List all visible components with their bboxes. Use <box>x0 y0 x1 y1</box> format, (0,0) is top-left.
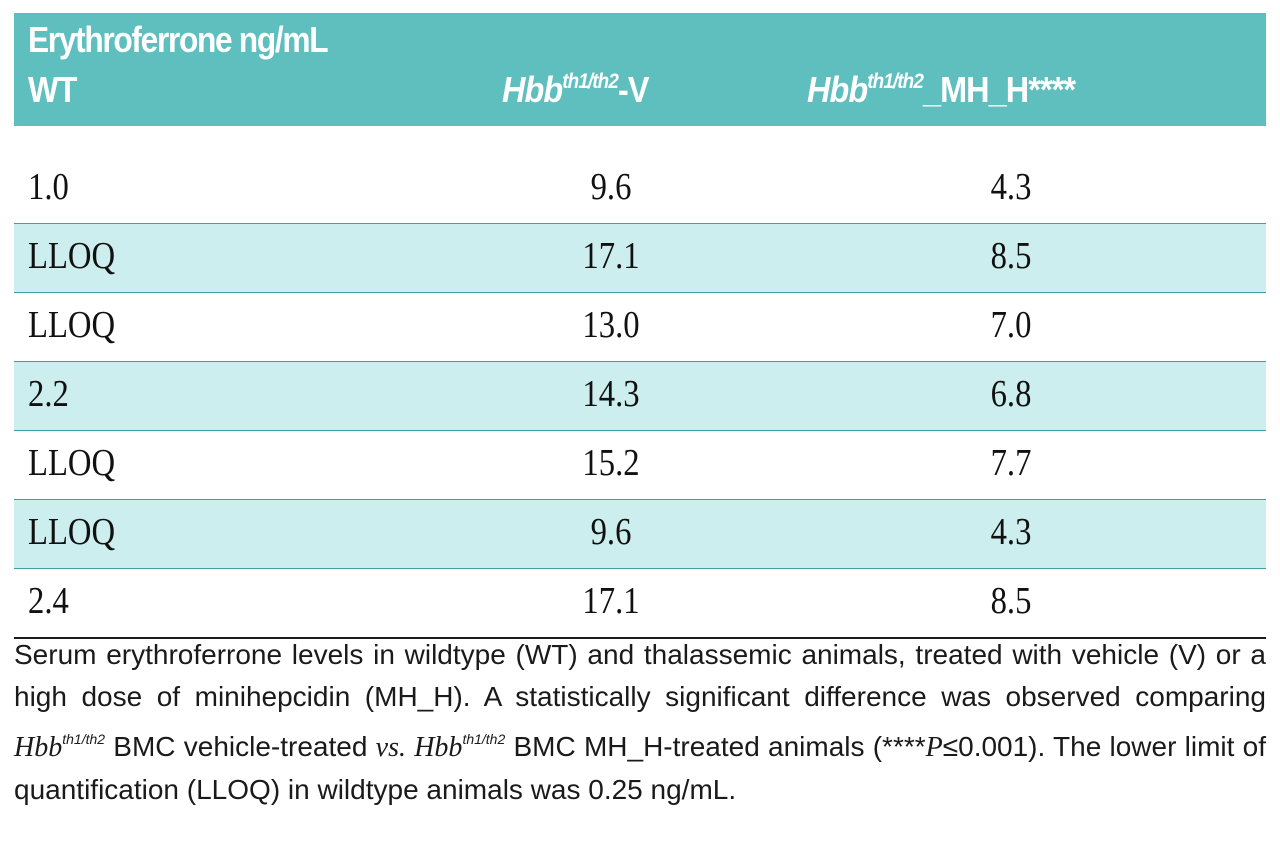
cell-value: 8.5 <box>990 235 1032 277</box>
caption-text <box>406 731 414 762</box>
cell-wt: 1.0 <box>28 166 69 208</box>
gene-name: Hbb <box>14 732 63 763</box>
table-row: 2.4 17.1 8.5 <box>14 569 1266 639</box>
column-header-vehicle: Hbbth1/th2-V <box>502 69 649 111</box>
cell-value: 7.0 <box>990 304 1032 346</box>
table-row: 2.2 14.3 6.8 <box>14 362 1266 431</box>
column-suffix: _MH_H**** <box>922 69 1076 110</box>
gene-name: Hbb <box>807 69 868 110</box>
cell-value: 13.0 <box>582 304 640 346</box>
cell-value: 4.3 <box>990 511 1032 553</box>
column-header-minihepcidin: Hbbth1/th2_MH_H**** <box>807 69 1076 111</box>
versus-abbrev: vs. <box>375 732 406 763</box>
cell-wt: LLOQ <box>28 511 116 553</box>
cell-value: 6.8 <box>990 373 1032 415</box>
caption-text: ≤0.001). The lower limit of quantificati… <box>14 731 1266 805</box>
table-row: LLOQ 9.6 4.3 <box>14 500 1266 569</box>
cell-value: 8.5 <box>990 580 1032 622</box>
genotype-superscript: th1/th2 <box>867 70 924 93</box>
caption-text: Serum erythroferrone levels in wildtype … <box>14 639 1266 712</box>
gene-name: Hbb <box>414 732 463 763</box>
cell-value: 17.1 <box>582 580 640 622</box>
table-title: Erythroferrone ng/mL <box>28 19 329 60</box>
table-header: Erythroferrone ng/mL WT Hbbth1/th2-V Hbb… <box>14 13 1266 126</box>
cell-value: 14.3 <box>582 373 640 415</box>
genotype-superscript: th1/th2 <box>462 731 506 747</box>
gene-name: Hbb <box>502 69 563 110</box>
table-row: LLOQ 15.2 7.7 <box>14 431 1266 500</box>
caption-text: BMC MH_H-treated animals (**** <box>505 731 926 762</box>
column-suffix: -V <box>617 69 649 110</box>
table-body: 1.0 9.6 4.3 LLOQ 17.1 8.5 LLOQ 13.0 7.0 … <box>14 126 1266 639</box>
table-row: LLOQ 13.0 7.0 <box>14 293 1266 362</box>
cell-value: 7.7 <box>990 442 1032 484</box>
p-value-symbol: P <box>925 732 943 763</box>
erythroferrone-table: Erythroferrone ng/mL WT Hbbth1/th2-V Hbb… <box>14 13 1266 639</box>
table-row: 1.0 9.6 4.3 <box>14 126 1266 224</box>
cell-value: 9.6 <box>590 166 632 208</box>
table-caption: Serum erythroferrone levels in wildtype … <box>14 634 1266 811</box>
caption-text: BMC vehicle-treated <box>105 731 376 762</box>
cell-value: 15.2 <box>582 442 640 484</box>
table-row: LLOQ 17.1 8.5 <box>14 224 1266 293</box>
cell-value: 9.6 <box>590 511 632 553</box>
cell-value: 17.1 <box>582 235 640 277</box>
cell-wt: LLOQ <box>28 304 116 346</box>
genotype-superscript: th1/th2 <box>62 731 106 747</box>
cell-wt: 2.2 <box>28 373 69 415</box>
column-header-wt: WT <box>28 69 77 110</box>
cell-value: 4.3 <box>990 166 1032 208</box>
cell-wt: LLOQ <box>28 235 116 277</box>
cell-wt: 2.4 <box>28 580 69 622</box>
genotype-superscript: th1/th2 <box>562 70 619 93</box>
cell-wt: LLOQ <box>28 442 116 484</box>
